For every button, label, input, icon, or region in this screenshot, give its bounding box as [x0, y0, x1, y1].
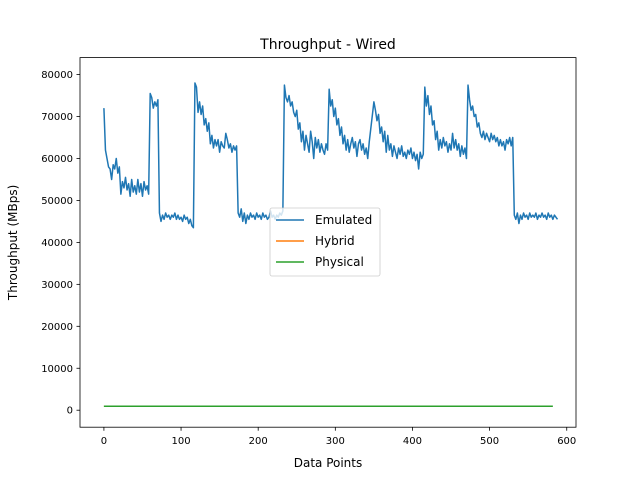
y-axis-label: Throughput (MBps): [6, 185, 20, 301]
x-tick-label: 200: [249, 436, 268, 447]
y-tick-label: 70000: [41, 112, 73, 123]
chart-title: Throughput - Wired: [259, 37, 396, 53]
y-tick-label: 10000: [41, 364, 73, 375]
y-tick-label: 50000: [41, 196, 73, 207]
legend-label-emulated: Emulated: [315, 213, 372, 227]
x-tick-label: 100: [172, 436, 191, 447]
y-tick-label: 40000: [41, 238, 73, 249]
x-axis-label: Data Points: [294, 456, 363, 470]
legend-label-physical: Physical: [315, 255, 364, 269]
legend-label-hybrid: Hybrid: [315, 234, 355, 248]
x-tick-label: 400: [403, 436, 422, 447]
y-tick-label: 30000: [41, 280, 73, 291]
x-tick-label: 300: [326, 436, 345, 447]
y-tick-label: 60000: [41, 154, 73, 165]
legend-box: [269, 207, 381, 277]
y-tick-label: 20000: [41, 322, 73, 333]
series-layer: [103, 82, 559, 407]
x-tick-label: 600: [557, 436, 576, 447]
y-tick-label: 0: [67, 406, 73, 417]
axes-layer: 0 100 200 300 400 500 600 0 10000 20000 30000 40000…: [41, 57, 577, 447]
chart-legend: Emulated Hybrid Physical: [269, 207, 381, 277]
x-tick-label: 0: [101, 436, 107, 447]
series-line-emulated: [103, 82, 559, 229]
x-tick-label: 500: [480, 436, 499, 447]
y-tick-label: 80000: [41, 70, 73, 81]
